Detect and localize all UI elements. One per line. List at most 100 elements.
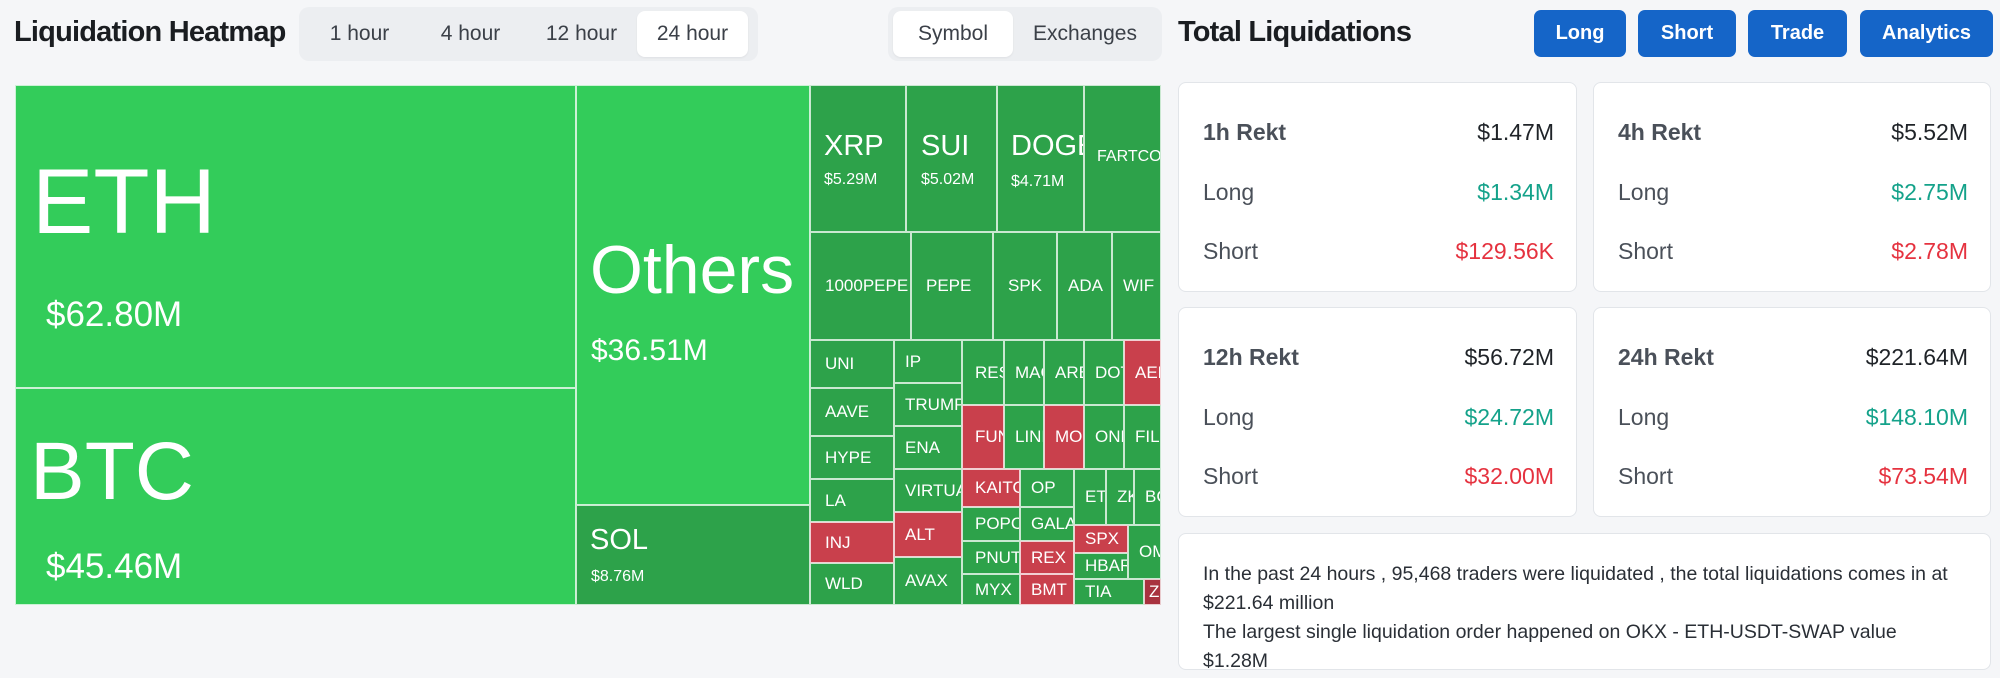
tile-symbol: LA: [825, 490, 846, 510]
tile-fun[interactable]: FUN: [962, 405, 1004, 469]
tile-bmt[interactable]: BMT: [1020, 574, 1074, 605]
tile-aave[interactable]: AAVE: [810, 388, 894, 436]
tile-uni[interactable]: UNI: [810, 340, 894, 388]
tile-symbol: ZK: [1117, 487, 1133, 506]
tile-value: $45.46M: [46, 547, 183, 586]
tile-1000pepe[interactable]: 1000PEPE: [810, 232, 911, 340]
tile-wif[interactable]: WIF: [1112, 232, 1161, 340]
tile-eth[interactable]: ETH $62.80M: [15, 85, 576, 388]
tile-rex[interactable]: REX: [1020, 541, 1074, 574]
tile-symbol: Others: [590, 232, 795, 308]
tile-symbol: FARTCOIN: [1097, 148, 1161, 165]
tile-fil[interactable]: FIL: [1124, 405, 1161, 469]
view-selector: Symbol Exchanges: [888, 7, 1162, 61]
tile-ada[interactable]: ADA: [1057, 232, 1112, 340]
time-option-24h[interactable]: 24 hour: [637, 11, 748, 57]
time-option-4h[interactable]: 4 hour: [440, 22, 501, 45]
short-value: $73.54M: [1878, 463, 1968, 489]
tile-myx[interactable]: MYX: [962, 574, 1020, 605]
tile-dot[interactable]: DOT: [1084, 340, 1124, 405]
tile-value: $5.02M: [921, 171, 975, 188]
trade-button[interactable]: Trade: [1748, 10, 1847, 57]
long-value: $1.34M: [1477, 179, 1554, 205]
tile-ondo[interactable]: ONDO: [1084, 405, 1124, 469]
analytics-button[interactable]: Analytics: [1860, 10, 1993, 57]
tile-symbol: SOL: [590, 524, 649, 556]
tile-avax[interactable]: AVAX: [894, 557, 962, 605]
tile-btc[interactable]: BTC $45.46M: [15, 388, 576, 605]
view-option-exchanges[interactable]: Exchanges: [1033, 22, 1137, 45]
tile-magic[interactable]: MAGIC: [1004, 340, 1044, 405]
tile-op[interactable]: OP: [1020, 469, 1074, 507]
tile-symbol: OM: [1139, 542, 1160, 561]
long-value: $2.75M: [1891, 179, 1968, 205]
tile-spk[interactable]: SPK: [993, 232, 1057, 340]
tile-sol[interactable]: SOL $8.76M: [576, 505, 810, 605]
tile-symbol: SPX: [1085, 529, 1120, 548]
tile-symbol: MYX: [975, 579, 1012, 599]
tile-symbol: UNI: [825, 354, 855, 373]
heatmap-title: Liquidation Heatmap: [14, 16, 286, 48]
long-button[interactable]: Long: [1534, 10, 1626, 57]
tile-symbol: FUN: [975, 427, 1003, 446]
short-value: $32.00M: [1464, 463, 1554, 489]
tile-inj[interactable]: INJ: [810, 522, 894, 563]
tile-pnut[interactable]: PNUT: [962, 541, 1020, 574]
card-total: $5.52M: [1891, 119, 1968, 145]
total-liquidations-title: Total Liquidations: [1178, 16, 1412, 48]
tile-ip[interactable]: IP: [894, 340, 962, 383]
tile-moodeng[interactable]: MOODENG: [1044, 405, 1084, 469]
tile-value: $5.29M: [824, 171, 878, 188]
tile-alt[interactable]: ALT: [894, 512, 962, 557]
tile-link[interactable]: LINK: [1004, 405, 1044, 469]
tile-symbol: AERO: [1135, 362, 1160, 382]
tile-sui[interactable]: SUI $5.02M: [906, 85, 997, 232]
tile-doge[interactable]: DOGE $4.71M: [997, 85, 1084, 232]
tile-symbol: MAGIC: [1015, 362, 1043, 382]
tile-value: $8.76M: [591, 568, 645, 585]
short-button[interactable]: Short: [1638, 10, 1736, 57]
tile-symbol: TIA: [1085, 582, 1112, 601]
tile-aero[interactable]: AERO: [1124, 340, 1161, 405]
tile-trump[interactable]: TRUMP: [894, 383, 962, 426]
tile-others[interactable]: Others $36.51M: [576, 85, 810, 505]
card-total: $56.72M: [1464, 344, 1554, 370]
tile-symbol: TRUMP: [905, 394, 962, 414]
tile-popcat[interactable]: POPCAT: [962, 507, 1020, 541]
tile-etc[interactable]: ETC: [1074, 469, 1106, 525]
tile-zk[interactable]: ZK: [1106, 469, 1134, 525]
tile-fartcoin[interactable]: FARTCOIN: [1084, 85, 1161, 232]
tile-la[interactable]: LA: [810, 479, 894, 522]
tile-hbar[interactable]: HBAR: [1074, 553, 1128, 579]
tile-wld[interactable]: WLD: [810, 563, 894, 605]
liquidation-summary: In the past 24 hours , 95,468 traders we…: [1178, 533, 1991, 672]
time-option-1h[interactable]: 1 hour: [329, 22, 390, 45]
rekt-card-24h: 24h Rekt $221.64M Long $148.10M Short $73.5…: [1593, 307, 1991, 517]
tile-zro[interactable]: ZRO: [1144, 579, 1161, 605]
tile-resolv[interactable]: RESOLV: [962, 340, 1004, 405]
tile-pepe[interactable]: PEPE: [911, 232, 993, 340]
tile-symbol: ETC: [1085, 487, 1106, 506]
time-option-12h[interactable]: 12 hour: [545, 22, 618, 45]
time-range-selector: 1 hour 4 hour 12 hour 24 hour: [299, 7, 758, 61]
tile-ena[interactable]: ENA: [894, 426, 962, 469]
long-value: $148.10M: [1865, 404, 1968, 430]
tile-arb[interactable]: ARB: [1044, 340, 1084, 405]
card-label: 4h Rekt: [1618, 119, 1702, 145]
tile-gala[interactable]: GALA: [1020, 507, 1074, 541]
short-label: Short: [1618, 463, 1673, 489]
tile-bch[interactable]: BCH: [1134, 469, 1161, 525]
long-label: Long: [1203, 404, 1255, 430]
view-option-symbol[interactable]: Symbol: [893, 11, 1013, 57]
card-total: $1.47M: [1477, 119, 1554, 145]
tile-symbol: RESOLV: [975, 362, 1003, 382]
tile-om[interactable]: OM: [1128, 525, 1161, 579]
tile-spx[interactable]: SPX: [1074, 525, 1128, 553]
tile-xrp[interactable]: XRP $5.29M: [810, 85, 906, 232]
rekt-card-4h: 4h Rekt $5.52M Long $2.75M Short $2.78M: [1593, 82, 1991, 292]
tile-symbol: HYPE: [825, 447, 872, 467]
tile-tia[interactable]: TIA: [1074, 579, 1144, 605]
tile-hype[interactable]: HYPE: [810, 436, 894, 479]
